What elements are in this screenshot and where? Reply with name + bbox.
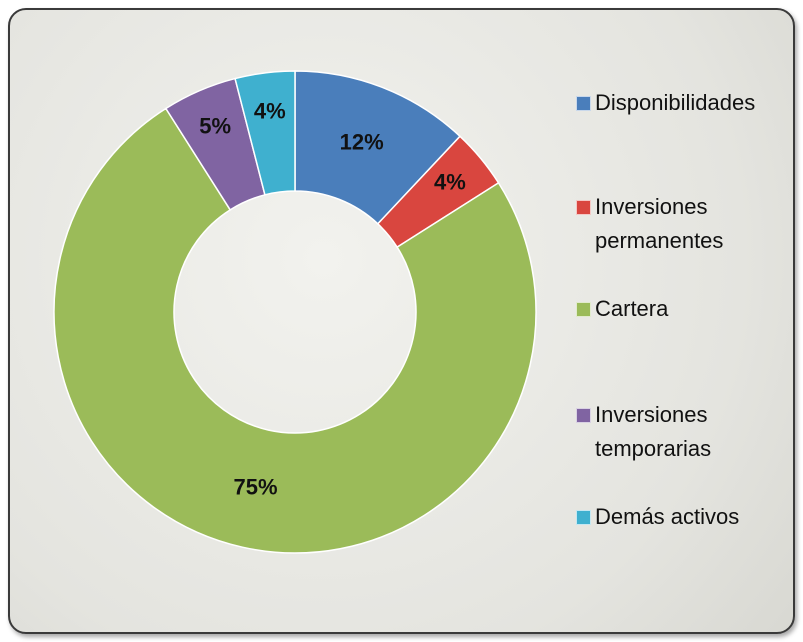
legend-item: Inversiones temporarias bbox=[576, 398, 785, 466]
chart: 12% 4% 75% 5% 4% bbox=[53, 70, 537, 554]
legend-swatch bbox=[576, 96, 591, 111]
legend-label: Inversiones temporarias bbox=[595, 402, 712, 461]
legend-label: Disponibilidades bbox=[595, 90, 756, 115]
legend-item: Inversiones permanentes bbox=[576, 190, 785, 258]
legend-label: Cartera bbox=[595, 296, 669, 321]
legend-item: Cartera bbox=[576, 292, 785, 326]
legend-swatch bbox=[576, 510, 591, 525]
data-label: 12% bbox=[340, 130, 384, 155]
legend-swatch bbox=[576, 302, 591, 317]
legend-item: Disponibilidades bbox=[576, 86, 785, 120]
data-label: 5% bbox=[199, 113, 231, 138]
chart-frame: 12% 4% 75% 5% 4% Disponibilidades Inversiones… bbox=[8, 8, 795, 634]
legend-label: Demás activos bbox=[595, 504, 740, 529]
data-label: 75% bbox=[233, 474, 277, 499]
donut-slice bbox=[234, 70, 296, 196]
legend-swatch bbox=[576, 200, 591, 215]
data-label: 4% bbox=[434, 170, 466, 195]
donut-slice bbox=[294, 70, 462, 225]
legend-item: Demás activos bbox=[576, 500, 785, 534]
data-label: 4% bbox=[254, 98, 286, 123]
legend-label: Inversiones permanentes bbox=[595, 194, 724, 253]
legend-swatch bbox=[576, 408, 591, 423]
donut-slice bbox=[53, 107, 537, 554]
